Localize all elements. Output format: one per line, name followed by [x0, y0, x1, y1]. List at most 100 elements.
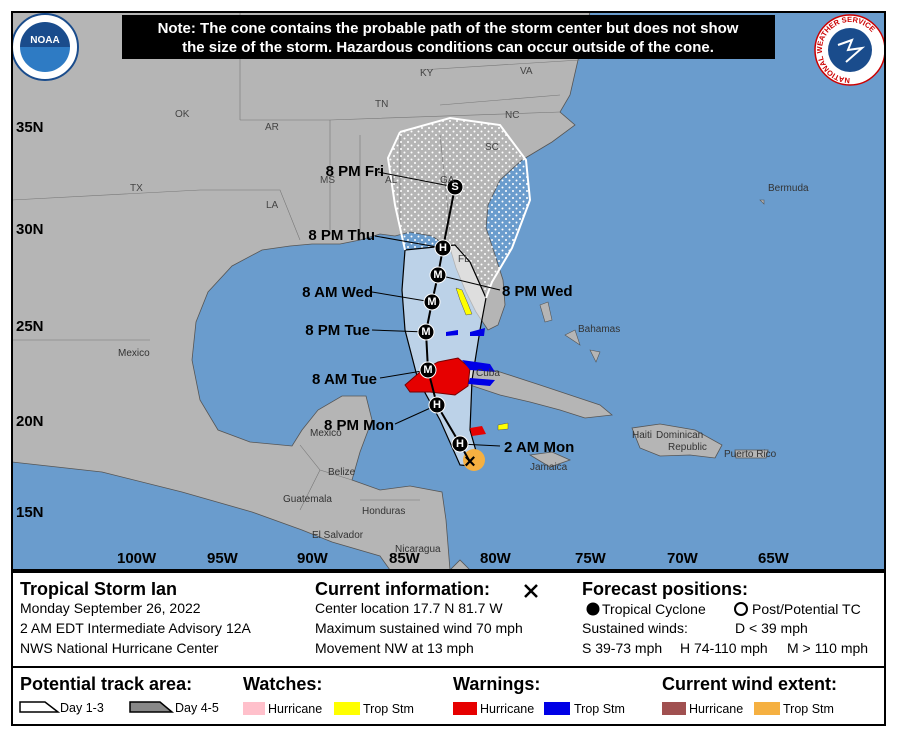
- forecast-title: Forecast positions:: [582, 579, 748, 599]
- place-label: Dominican: [656, 430, 703, 441]
- forecast-label: Tropical Cyclone: [602, 601, 706, 617]
- longitude-label: 75W: [575, 550, 607, 567]
- state-label: LA: [266, 200, 279, 211]
- forecast-dot: [451, 435, 469, 453]
- forecast-dot: [446, 178, 464, 196]
- legend-label: Trop Stm: [363, 702, 414, 716]
- legend-label: Trop Stm: [574, 702, 625, 716]
- legend-label: Trop Stm: [783, 702, 834, 716]
- longitude-label: 100W: [117, 550, 157, 567]
- forecast-dot: [419, 361, 437, 379]
- state-label: TN: [375, 99, 388, 110]
- noaa-logo-sea: [20, 47, 70, 72]
- forecast-marker: M: [421, 326, 430, 338]
- longitude-label: 65W: [758, 550, 790, 567]
- forecast-marker: M: [427, 296, 436, 308]
- post-icon: [734, 602, 748, 616]
- storm-title: Tropical Storm Ian: [20, 579, 177, 599]
- legend-title: Watches:: [243, 674, 322, 694]
- forecast-label: 8 AM Tue: [312, 371, 377, 388]
- tropical-icon: [586, 602, 600, 616]
- longitude-label: 80W: [480, 550, 512, 567]
- legend-title: Current wind extent:: [662, 674, 837, 694]
- legend-title: Potential track area:: [20, 674, 192, 694]
- legend-label: Day 4-5: [175, 701, 219, 715]
- current-icon: [524, 584, 538, 598]
- state-label: KY: [420, 68, 434, 79]
- longitude-label: 90W: [297, 550, 329, 567]
- longitude-label: 70W: [667, 550, 699, 567]
- state-label: OK: [175, 109, 190, 120]
- latitude-label: 15N: [16, 504, 44, 521]
- day13-icon: [19, 701, 61, 713]
- day45-icon: [129, 701, 175, 713]
- state-label: TX: [130, 183, 143, 194]
- forecast-marker: H: [439, 242, 447, 254]
- forecast-label: S 39-73 mph: [582, 640, 662, 656]
- storm-line: 2 AM EDT Intermediate Advisory 12A: [20, 620, 252, 636]
- nws-bolt: [837, 38, 866, 63]
- forecast-points: × 2 AM Mon H H 8 PM Mon M 8 AM Tue M 8 PM Tue M 8 …: [302, 163, 574, 473]
- current-line: Center location 17.7 N 81.7 W: [315, 600, 503, 616]
- forecast-label: H 74-110 mph: [680, 640, 768, 656]
- forecast-dot: [423, 293, 441, 311]
- current-line: Maximum sustained wind 70 mph: [315, 620, 523, 636]
- map: × 2 AM Mon H H 8 PM Mon M 8 AM Tue M 8 PM Tue M 8 …: [12, 12, 885, 570]
- cone-day4-5: [388, 118, 530, 298]
- legend-label: Hurricane: [689, 702, 743, 716]
- forecast-label: 8 PM Thu: [308, 227, 375, 244]
- watch-hurricane-swatch: [243, 702, 265, 715]
- forecast-dot: [434, 239, 452, 257]
- place-label: Nicaragua: [395, 544, 441, 555]
- place-label: Haiti: [632, 430, 652, 441]
- place-label: Jamaica: [530, 462, 568, 473]
- place-label: El Salvador: [312, 530, 364, 541]
- noaa-logo-sky: [20, 22, 70, 47]
- latitude-label: 25N: [16, 318, 44, 335]
- map-frame: [11, 11, 886, 571]
- warnings: [404, 287, 509, 471]
- forecast-marker: M: [433, 269, 442, 281]
- cone-outline: [399, 116, 532, 299]
- forecast-marker: H: [456, 438, 464, 450]
- forecast-label: D < 39 mph: [735, 620, 808, 636]
- place-label: Puerto Rico: [724, 449, 777, 460]
- forecast-label: 8 PM Fri: [326, 163, 384, 180]
- place-label: Republic: [668, 442, 707, 453]
- state-label: AR: [265, 122, 279, 133]
- watch-trop-swatch: [334, 702, 360, 715]
- place-label: Mexico: [118, 348, 150, 359]
- latitude-label: 30N: [16, 221, 44, 238]
- wind-hurricane-swatch: [662, 702, 686, 715]
- note-line: the size of the storm. Hazardous conditi…: [182, 39, 714, 56]
- forecast-label: Post/Potential TC: [752, 601, 861, 617]
- storm-line: Monday September 26, 2022: [20, 600, 201, 616]
- land-central-america: [449, 559, 471, 570]
- forecast-dot: [429, 266, 447, 284]
- forecast-label: 8 PM Mon: [324, 417, 394, 434]
- wind-trop-swatch: [754, 702, 780, 715]
- forecast-marker: ×: [464, 451, 476, 473]
- land-jamaica: [528, 451, 572, 468]
- place-label: Belize: [328, 467, 356, 478]
- warning-hurricane-swatch: [453, 702, 477, 715]
- state-label: VA: [520, 66, 533, 77]
- latitude-label: 20N: [16, 413, 44, 430]
- info-panel: [11, 571, 886, 726]
- latitude-label: 35N: [16, 119, 44, 136]
- state-label: FL: [458, 254, 470, 265]
- storm-line: NWS National Hurricane Center: [20, 640, 219, 656]
- forecast-label: 8 PM Tue: [305, 322, 370, 339]
- leader-lines: [371, 171, 501, 447]
- state-label: GA: [440, 175, 455, 186]
- state-label: AL: [385, 175, 398, 186]
- note-box: [122, 15, 775, 59]
- current-line: Movement NW at 13 mph: [315, 640, 474, 656]
- place-label: Bahamas: [578, 324, 620, 335]
- legend-label: Hurricane: [268, 702, 322, 716]
- place-label: Honduras: [362, 506, 405, 517]
- land-puerto-rico: [734, 449, 769, 459]
- note-line: Note: The cone contains the probable pat…: [158, 20, 739, 37]
- state-label: SC: [485, 142, 499, 153]
